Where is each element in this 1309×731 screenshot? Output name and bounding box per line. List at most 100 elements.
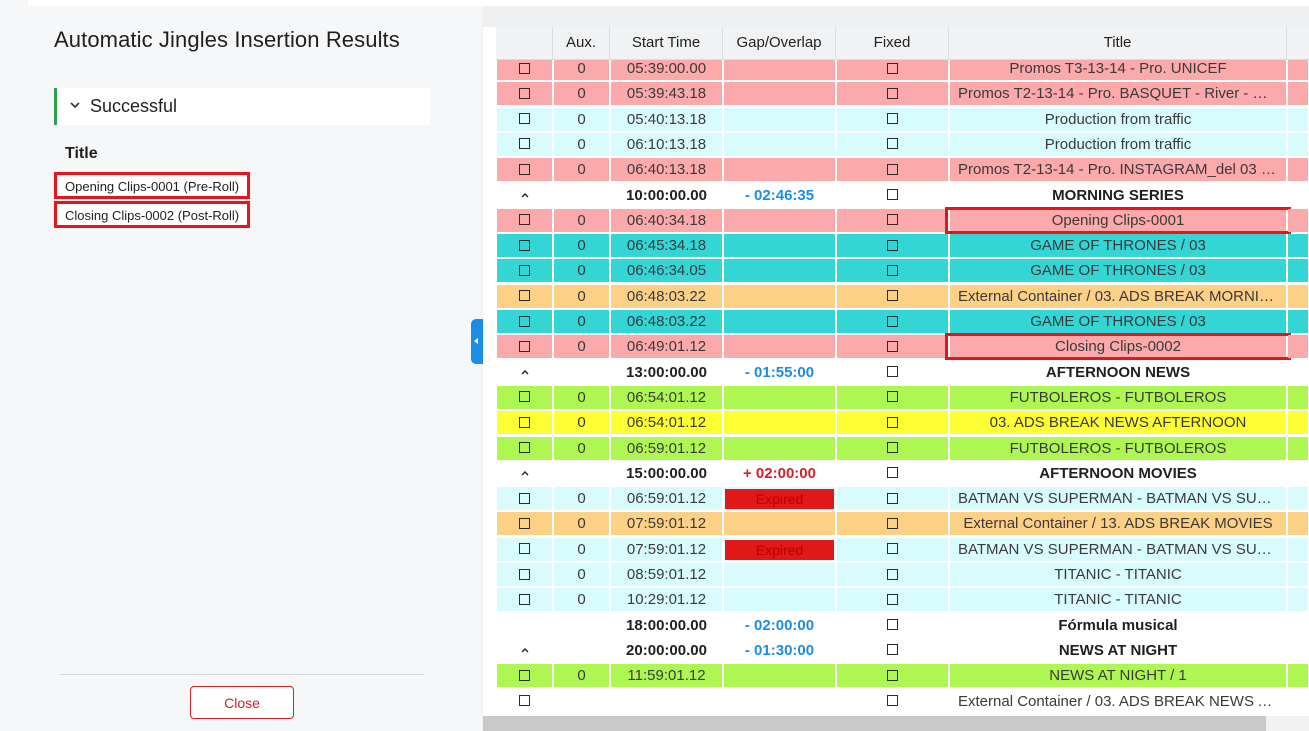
fixed-checkbox[interactable] — [887, 669, 898, 681]
select-cell[interactable] — [497, 487, 552, 511]
table-row[interactable]: External Container / 03. ADS BREAK NEWS … — [496, 689, 1309, 713]
group-row[interactable]: 20:00:00.00 - 01:30:00 NEWS AT NIGHT — [496, 639, 1309, 662]
fixed-cell[interactable] — [837, 107, 948, 131]
fixed-checkbox[interactable] — [887, 593, 898, 605]
select-cell[interactable] — [497, 82, 552, 106]
row-select-checkbox[interactable] — [519, 315, 530, 327]
table-row[interactable]: 0 06:40:34.18 Opening Clips-0001 — [496, 206, 1309, 234]
select-cell[interactable] — [497, 310, 552, 333]
table-row[interactable]: 0 06:54:01.12 03. ADS BREAK NEWS AFTERNOON — [496, 411, 1309, 435]
fixed-cell[interactable] — [837, 411, 948, 435]
fixed-checkbox[interactable] — [887, 467, 898, 479]
table-row[interactable]: 0 07:59:01.12 External Container / 13. ADS… — [496, 512, 1309, 536]
table-row[interactable]: 0 06:48:03.22 GAME OF THRONES / 03 — [496, 310, 1309, 333]
group-row[interactable]: 18:00:00.00 - 02:00:00 Fórmula musical — [496, 614, 1309, 637]
fixed-checkbox[interactable] — [887, 517, 898, 529]
chevron-up-icon[interactable] — [520, 191, 530, 199]
col-header-start-time[interactable]: Start Time — [610, 27, 723, 59]
select-cell[interactable] — [497, 284, 552, 308]
fixed-checkbox[interactable] — [887, 315, 898, 327]
fixed-cell[interactable] — [837, 385, 948, 409]
fixed-cell[interactable] — [837, 563, 948, 586]
collapse-panel-handle[interactable] — [471, 319, 483, 364]
row-select-checkbox[interactable] — [519, 340, 530, 352]
select-cell[interactable] — [497, 639, 552, 662]
successful-section-toggle[interactable]: Successful — [54, 88, 430, 125]
fixed-cell[interactable] — [837, 614, 948, 637]
table-row[interactable]: 0 07:59:01.12 Expired BATMAN VS SUPERMAN - … — [496, 537, 1309, 561]
col-header-fixed[interactable]: Fixed — [836, 27, 949, 59]
row-select-checkbox[interactable] — [519, 416, 530, 428]
row-select-checkbox[interactable] — [519, 113, 530, 125]
fixed-checkbox[interactable] — [887, 214, 898, 226]
select-cell[interactable] — [497, 385, 552, 409]
fixed-checkbox[interactable] — [887, 239, 898, 251]
fixed-checkbox[interactable] — [887, 264, 898, 276]
select-cell[interactable] — [497, 614, 552, 637]
select-cell[interactable] — [497, 462, 552, 485]
col-header-gap-overlap[interactable]: Gap/Overlap — [723, 27, 836, 59]
row-select-checkbox[interactable] — [519, 138, 530, 150]
col-header-select[interactable] — [496, 27, 553, 59]
fixed-cell[interactable] — [837, 639, 948, 662]
fixed-cell[interactable] — [837, 82, 948, 106]
table-row[interactable]: 0 06:49:01.12 Closing Clips-0002 — [496, 333, 1309, 361]
fixed-cell[interactable] — [837, 588, 948, 612]
close-button[interactable]: Close — [190, 686, 294, 719]
fixed-cell[interactable] — [837, 208, 948, 232]
fixed-checkbox[interactable] — [887, 416, 898, 428]
fixed-cell[interactable] — [837, 60, 948, 80]
fixed-checkbox[interactable] — [887, 695, 898, 707]
select-cell[interactable] — [497, 563, 552, 586]
fixed-cell[interactable] — [837, 335, 948, 359]
select-cell[interactable] — [497, 361, 552, 384]
select-cell[interactable] — [497, 259, 552, 283]
fixed-checkbox[interactable] — [887, 87, 898, 99]
table-row[interactable]: 0 06:59:01.12 FUTBOLEROS - FUTBOLEROS — [496, 436, 1309, 460]
select-cell[interactable] — [497, 234, 552, 258]
table-row[interactable]: 0 06:45:34.18 GAME OF THRONES / 03 — [496, 234, 1309, 258]
table-row[interactable]: 0 06:48:03.22 External Container / 03. ADS… — [496, 284, 1309, 308]
row-select-checkbox[interactable] — [519, 163, 530, 175]
horizontal-scrollbar-thumb[interactable] — [483, 716, 1266, 731]
fixed-cell[interactable] — [837, 361, 948, 384]
row-select-checkbox[interactable] — [519, 492, 530, 504]
table-row[interactable]: 0 05:39:00.00 Promos T3-13-14 - Pro. UNICE… — [496, 60, 1309, 80]
fixed-checkbox[interactable] — [887, 163, 898, 175]
row-select-checkbox[interactable] — [519, 669, 530, 681]
fixed-cell[interactable] — [837, 184, 948, 207]
fixed-cell[interactable] — [837, 259, 948, 283]
fixed-checkbox[interactable] — [887, 340, 898, 352]
fixed-cell[interactable] — [837, 310, 948, 333]
select-cell[interactable] — [497, 664, 552, 688]
row-select-checkbox[interactable] — [519, 290, 530, 302]
fixed-cell[interactable] — [837, 512, 948, 536]
table-row[interactable]: 0 06:54:01.12 FUTBOLEROS - FUTBOLEROS — [496, 385, 1309, 409]
fixed-checkbox[interactable] — [887, 113, 898, 125]
select-cell[interactable] — [497, 132, 552, 156]
fixed-cell[interactable] — [837, 132, 948, 156]
fixed-checkbox[interactable] — [887, 543, 898, 555]
group-row[interactable]: 15:00:00.00 + 02:00:00 AFTERNOON MOVIES — [496, 462, 1309, 485]
select-cell[interactable] — [497, 512, 552, 536]
fixed-cell[interactable] — [837, 689, 948, 713]
col-header-title[interactable]: Title — [949, 27, 1287, 59]
table-row[interactable]: 0 06:46:34.05 GAME OF THRONES / 03 — [496, 259, 1309, 283]
fixed-checkbox[interactable] — [887, 492, 898, 504]
select-cell[interactable] — [497, 158, 552, 182]
fixed-checkbox[interactable] — [887, 644, 898, 656]
row-select-checkbox[interactable] — [519, 695, 530, 707]
chevron-up-icon[interactable] — [520, 368, 530, 376]
row-select-checkbox[interactable] — [519, 87, 530, 99]
select-cell[interactable] — [497, 60, 552, 80]
fixed-checkbox[interactable] — [887, 62, 898, 74]
select-cell[interactable] — [497, 537, 552, 561]
table-row[interactable]: 0 06:10:13.18 Production from traffic — [496, 132, 1309, 156]
group-row[interactable]: 10:00:00.00 - 02:46:35 MORNING SERIES — [496, 184, 1309, 207]
row-select-checkbox[interactable] — [519, 239, 530, 251]
chevron-up-icon[interactable] — [520, 646, 530, 654]
fixed-cell[interactable] — [837, 462, 948, 485]
table-row[interactable]: 0 08:59:01.12 TITANIC - TITANIC — [496, 563, 1309, 586]
fixed-checkbox[interactable] — [887, 138, 898, 150]
fixed-cell[interactable] — [837, 537, 948, 561]
